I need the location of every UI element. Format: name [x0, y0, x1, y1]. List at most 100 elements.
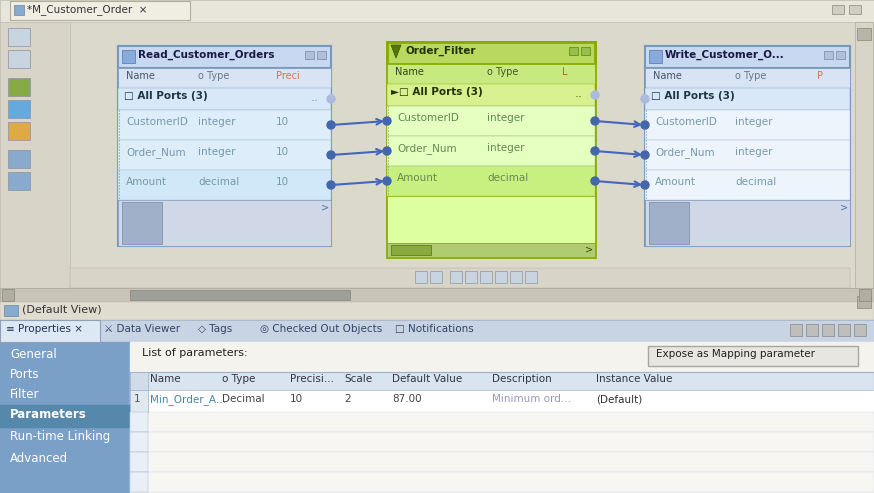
Bar: [130, 412, 874, 432]
Bar: [118, 140, 331, 170]
Bar: [387, 166, 595, 196]
Bar: [790, 324, 802, 336]
Bar: [832, 5, 844, 14]
Bar: [391, 245, 431, 255]
Text: Name: Name: [653, 71, 682, 81]
Text: Amount: Amount: [397, 173, 438, 183]
Bar: [387, 42, 595, 257]
Bar: [0, 405, 130, 427]
Text: ◇ Tags: ◇ Tags: [198, 324, 232, 334]
Bar: [0, 320, 874, 342]
Bar: [130, 472, 874, 492]
Text: >: >: [840, 202, 848, 212]
Bar: [317, 51, 326, 59]
Text: □ All Ports (3): □ All Ports (3): [124, 91, 208, 101]
Bar: [387, 84, 595, 106]
Circle shape: [641, 181, 649, 189]
Circle shape: [327, 151, 335, 159]
Bar: [836, 51, 845, 59]
Text: Amount: Amount: [126, 177, 167, 187]
Text: 10: 10: [276, 177, 289, 187]
Text: Precisi...: Precisi...: [290, 374, 334, 384]
Bar: [14, 5, 24, 15]
Bar: [130, 390, 874, 412]
Text: Order_Num: Order_Num: [126, 147, 185, 158]
Text: Scale: Scale: [344, 374, 372, 384]
Bar: [387, 196, 595, 243]
Text: (Default): (Default): [596, 394, 642, 404]
Bar: [387, 243, 595, 257]
Text: CustomerID: CustomerID: [126, 117, 188, 127]
Bar: [465, 271, 477, 283]
Bar: [0, 22, 874, 315]
Bar: [0, 342, 130, 493]
Bar: [8, 100, 30, 118]
Bar: [645, 88, 850, 110]
Bar: [0, 0, 874, 22]
Bar: [8, 78, 30, 96]
Text: integer: integer: [198, 147, 235, 157]
Bar: [10, 1, 190, 20]
Text: ≡ Properties ×: ≡ Properties ×: [6, 324, 83, 334]
Bar: [130, 390, 148, 412]
Text: Minimum ord...: Minimum ord...: [492, 394, 571, 404]
Bar: [387, 106, 595, 136]
Bar: [130, 452, 874, 472]
Bar: [569, 47, 578, 55]
Text: Min_Order_A...: Min_Order_A...: [150, 394, 226, 405]
Bar: [122, 50, 135, 63]
Text: Ports: Ports: [10, 368, 39, 381]
Text: ..: ..: [311, 91, 319, 104]
Bar: [415, 271, 427, 283]
Circle shape: [327, 181, 335, 189]
Bar: [645, 140, 850, 170]
Circle shape: [591, 147, 599, 155]
Bar: [2, 289, 14, 301]
Text: Decimal: Decimal: [222, 394, 265, 404]
Text: >: >: [321, 202, 329, 212]
Bar: [645, 110, 850, 140]
Bar: [645, 68, 850, 88]
Text: o Type: o Type: [222, 374, 255, 384]
Text: Preci: Preci: [276, 71, 300, 81]
Bar: [118, 110, 331, 140]
Text: integer: integer: [735, 147, 773, 157]
Bar: [8, 150, 30, 168]
Bar: [0, 22, 70, 315]
Bar: [855, 22, 873, 315]
Circle shape: [641, 95, 649, 103]
Bar: [838, 324, 850, 336]
Bar: [130, 452, 148, 472]
Text: List of parameters:: List of parameters:: [142, 348, 247, 358]
Text: *M_Customer_Order  ×: *M_Customer_Order ×: [27, 4, 148, 15]
Bar: [824, 51, 833, 59]
Text: Write_Customer_O...: Write_Customer_O...: [665, 50, 785, 60]
Text: Advanced: Advanced: [10, 452, 68, 465]
Bar: [0, 288, 874, 302]
Text: integer: integer: [487, 143, 524, 153]
Text: ⚔ Data Viewer: ⚔ Data Viewer: [104, 324, 180, 334]
Bar: [854, 324, 866, 336]
Bar: [581, 47, 590, 55]
Bar: [649, 202, 689, 244]
Bar: [450, 271, 462, 283]
Bar: [849, 5, 861, 14]
Bar: [118, 88, 331, 110]
Bar: [130, 432, 148, 452]
Text: (Default View): (Default View): [22, 305, 101, 315]
Bar: [387, 64, 595, 84]
Bar: [859, 289, 871, 301]
Circle shape: [383, 177, 391, 185]
Text: integer: integer: [735, 117, 773, 127]
Circle shape: [591, 91, 599, 99]
Text: Parameters: Parameters: [10, 408, 87, 421]
Text: integer: integer: [198, 117, 235, 127]
Bar: [645, 200, 850, 246]
Text: Name: Name: [126, 71, 155, 81]
Polygon shape: [391, 45, 401, 58]
Bar: [0, 320, 100, 342]
Text: 10: 10: [276, 117, 289, 127]
Text: Order_Num: Order_Num: [655, 147, 715, 158]
Bar: [645, 46, 850, 68]
Circle shape: [383, 117, 391, 125]
